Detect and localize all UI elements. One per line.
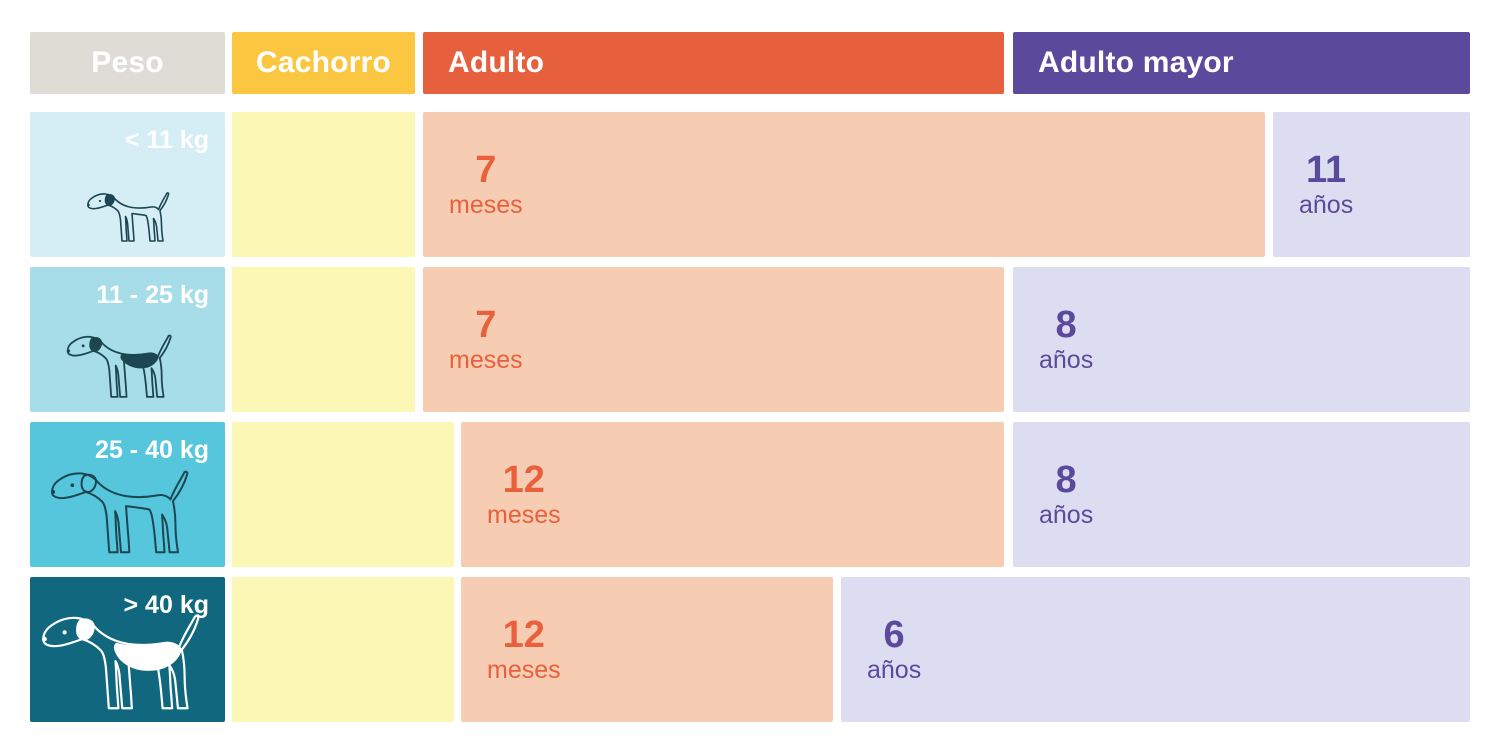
row1-weight-label: < 11 kg <box>124 126 209 154</box>
row1-senior-value: 11 <box>1306 149 1347 191</box>
row2-adult-value: 7 <box>475 304 497 346</box>
row1-senior-bar: 11 años <box>1273 112 1470 257</box>
row3-adult-unit: meses <box>487 501 561 529</box>
row4-weight-cell: > 40 kg <box>30 577 225 722</box>
row1-adult-value: 7 <box>475 149 497 191</box>
row3-senior-age: 8 años <box>1039 461 1093 528</box>
row1-adult-unit: meses <box>449 191 523 219</box>
small-dog-icon <box>87 180 182 245</box>
row3-weight-label: 25 - 40 kg <box>95 436 209 464</box>
row4-adult-value: 12 <box>502 614 545 656</box>
row3-adult-value: 12 <box>502 459 545 501</box>
row2-senior-value: 8 <box>1055 304 1077 346</box>
row2-senior-unit: años <box>1039 346 1094 374</box>
header-adulto-label: Adulto <box>448 46 545 79</box>
row4-adult-age: 12 meses <box>487 616 561 683</box>
row1-senior-age: 11 años <box>1299 151 1353 218</box>
row3-adult-age: 12 meses <box>487 461 561 528</box>
row4-adult-unit: meses <box>487 656 561 684</box>
row2-puppy-bar <box>232 267 415 412</box>
header-peso: Peso <box>30 32 225 94</box>
row3-weight-cell: 25 - 40 kg <box>30 422 225 567</box>
header-cachorro: Cachorro <box>232 32 415 94</box>
row4-senior-age: 6 años <box>867 616 921 683</box>
row2-weight-cell: 11 - 25 kg <box>30 267 225 412</box>
row2-adult-unit: meses <box>449 346 523 374</box>
row2-weight-label: 11 - 25 kg <box>96 281 209 309</box>
row4-senior-bar: 6 años <box>841 577 1470 722</box>
large-dog-icon <box>50 450 210 559</box>
row3-senior-value: 8 <box>1055 459 1077 501</box>
row3-puppy-bar <box>232 422 454 567</box>
row1-adult-age: 7 meses <box>449 151 523 218</box>
row3-senior-bar: 8 años <box>1013 422 1470 567</box>
row2-adult-age: 7 meses <box>449 306 523 373</box>
row1-senior-unit: años <box>1299 191 1354 219</box>
row1-puppy-bar <box>232 112 415 257</box>
header-peso-label: Peso <box>91 46 164 79</box>
row4-weight-label: > 40 kg <box>123 591 209 619</box>
row2-senior-age: 8 años <box>1039 306 1093 373</box>
header-adulto: Adulto <box>423 32 1004 94</box>
row2-senior-bar: 8 años <box>1013 267 1470 412</box>
header-adulto-mayor-label: Adulto mayor <box>1038 46 1234 79</box>
row4-adult-bar: 12 meses <box>461 577 833 722</box>
row3-adult-bar: 12 meses <box>461 422 1004 567</box>
row1-adult-bar: 7 meses <box>423 112 1265 257</box>
medium-dog-icon <box>66 319 188 402</box>
row4-senior-unit: años <box>867 656 922 684</box>
header-adulto-mayor: Adulto mayor <box>1013 32 1470 94</box>
row4-senior-value: 6 <box>883 614 905 656</box>
row3-senior-unit: años <box>1039 501 1094 529</box>
header-cachorro-label: Cachorro <box>256 46 391 79</box>
row4-puppy-bar <box>232 577 454 722</box>
row2-adult-bar: 7 meses <box>423 267 1004 412</box>
giant-dog-icon <box>42 591 224 716</box>
row1-weight-cell: < 11 kg <box>30 112 225 257</box>
